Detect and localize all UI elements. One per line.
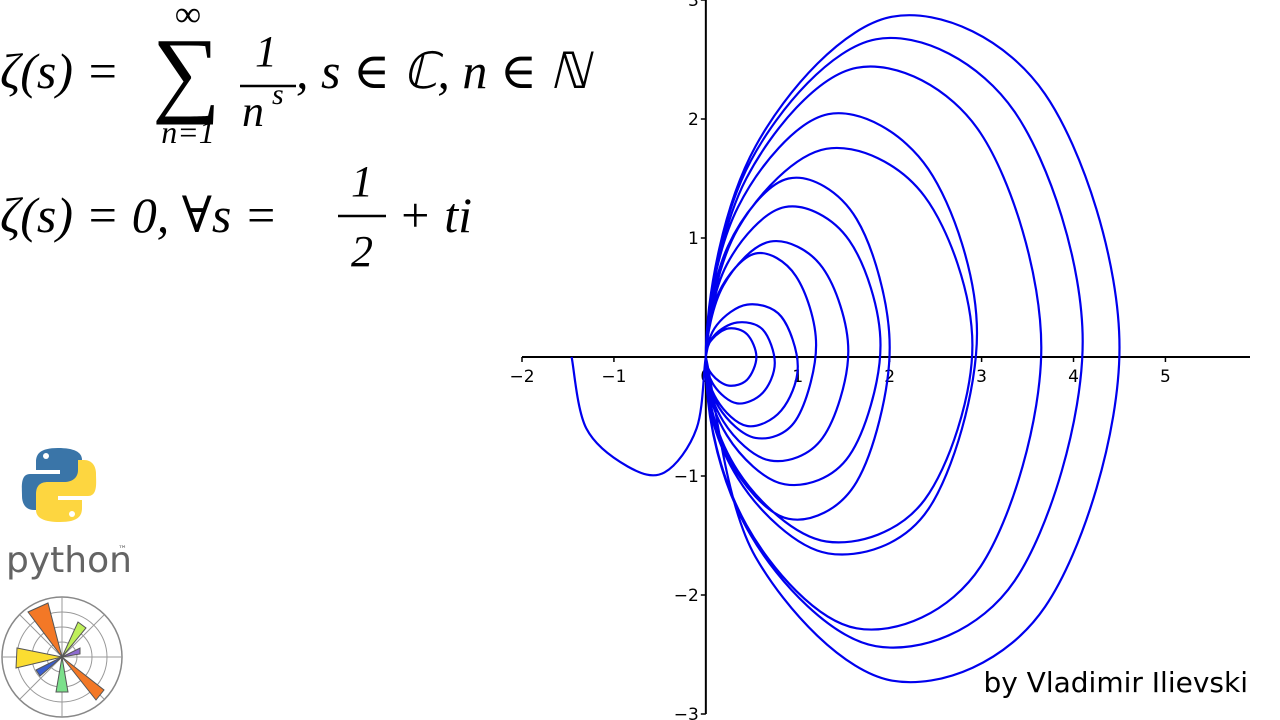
y-tick-label: 2 [688,110,699,130]
x-tick-label: −2 [509,367,534,387]
formula-lower: n=1 [161,114,215,150]
formula-den: n [242,87,264,136]
formula-lhs: ζ(s) = 0, ∀s = [0,187,278,243]
y-tick-label: 3 [688,0,699,11]
x-tick-label: 3 [976,367,987,387]
formula-rest: , s ∈ ℂ, n ∈ ℕ [296,43,594,99]
x-tick-label: 4 [1068,367,1079,387]
y-tick-label: −3 [674,705,699,720]
y-tick-label: −1 [674,467,699,487]
zeta-curve [570,14,1121,684]
matplotlib-logo [1,596,123,718]
formula-den: 2 [351,227,373,276]
formula-sum: ∑ [152,18,220,125]
python-eye [43,453,49,459]
python-logo: python ™ [6,448,132,581]
formulas: ζ(s) = ∑ ∞ n=1 1 n s , s ∈ ℂ, n ∈ ℕ ζ(s)… [0,0,594,276]
formula-upper: ∞ [175,0,201,34]
y-tick-label: 1 [688,229,699,249]
x-tick-label: −1 [601,367,626,387]
python-text: python [6,540,132,581]
y-tick-label: −2 [674,586,699,606]
trademark: ™ [118,545,127,555]
formula-rest: + ti [398,187,472,243]
formula-lhs: ζ(s) = [0,43,119,99]
formula-num: 1 [255,27,277,76]
x-tick-label: 5 [1160,367,1171,387]
formula-num: 1 [351,157,373,206]
formula-exp: s [272,78,284,111]
python-eye [69,511,75,517]
x-tick-label: 2 [884,367,895,387]
credit: by Vladimir Ilievski [983,666,1248,699]
python-snake-yellow [36,460,97,522]
